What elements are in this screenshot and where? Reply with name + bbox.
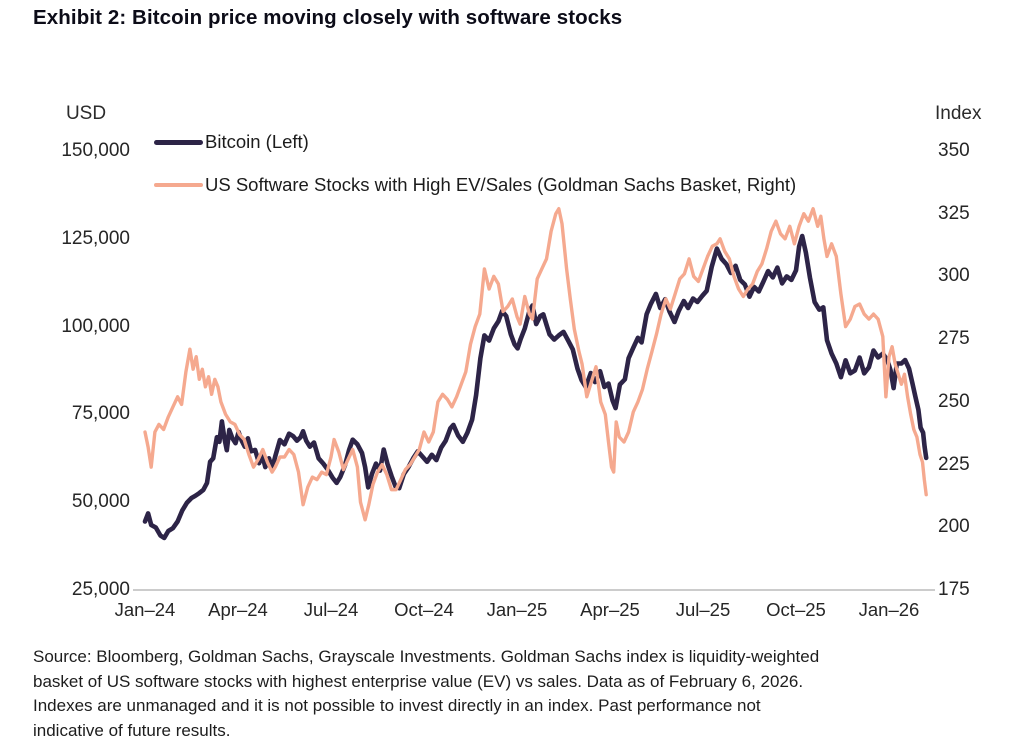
exhibit-title: Exhibit 2: Bitcoin price moving closely … [33,6,623,29]
x-axis-tick-label: Jan–26 [858,599,920,620]
legend-label-bitcoin: Bitcoin (Left) [205,131,309,152]
x-axis-tick-label: Jan–24 [114,599,176,620]
source-note: Source: Bloomberg, Goldman Sachs, Graysc… [33,645,973,740]
software-line-swatch [154,183,203,187]
legend-item-software: US Software Stocks with High EV/Sales (G… [154,172,796,198]
x-axis-tick-label: Apr–24 [208,599,268,620]
source-note-line: Source: Bloomberg, Goldman Sachs, Graysc… [33,647,820,666]
x-axis-tick-label: Oct–24 [394,599,454,620]
left-axis-unit-label: USD [65,103,107,124]
right-axis-tick-label: 250 [938,391,970,412]
chart-legend: Bitcoin (Left) US Software Stocks with H… [154,129,796,215]
right-axis-tick-label: 325 [938,203,970,224]
right-axis-unit-label: Index [935,103,982,124]
right-axis-tick-label: 175 [938,579,970,600]
series-line-software [143,206,928,522]
left-axis-tick-label: 75,000 [71,403,130,424]
x-axis-tick-label: Jul–24 [303,599,359,620]
x-axis-tick-label: Oct–25 [766,599,826,620]
left-axis-tick-label: 100,000 [61,316,130,337]
right-axis-tick-label: 225 [938,454,970,475]
right-axis-tick-label: 275 [938,328,970,349]
left-axis-tick-label: 125,000 [61,228,130,249]
left-axis-tick-label: 25,000 [71,579,130,600]
legend-label-software: US Software Stocks with High EV/Sales (G… [205,174,797,195]
series-line-bitcoin [142,233,929,541]
left-axis-tick-label: 150,000 [61,140,130,161]
source-note-line: basket of US software stocks with highes… [33,671,804,691]
right-axis-tick-label: 300 [938,265,970,286]
source-note-line: indicative of future results. [33,720,231,740]
x-axis-tick-label: Jan–25 [486,599,548,620]
right-axis-tick-label: 200 [938,516,970,537]
x-axis-tick-label: Apr–25 [580,599,640,620]
source-note-line: Indexes are unmanaged and it is not poss… [33,696,761,715]
bitcoin-line-swatch [154,139,203,145]
right-axis-tick-label: 350 [938,140,970,161]
left-axis-tick-label: 50,000 [71,491,130,512]
legend-item-bitcoin: Bitcoin (Left) [154,129,796,155]
x-axis-tick-label: Jul–25 [675,599,731,620]
